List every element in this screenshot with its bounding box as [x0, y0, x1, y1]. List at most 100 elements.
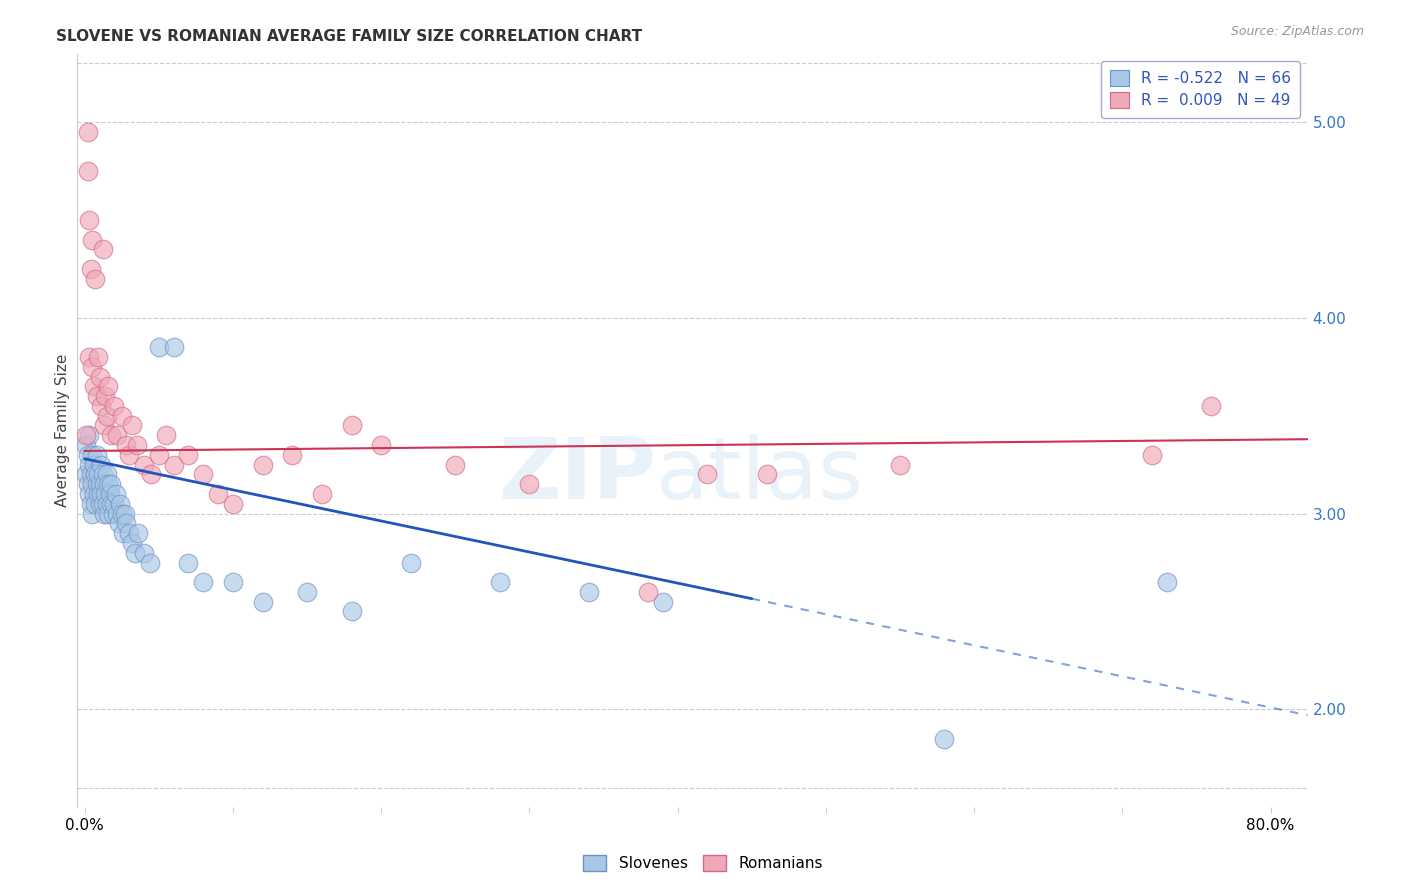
- Point: [934, 731, 956, 746]
- Text: ZIP: ZIP: [498, 434, 655, 517]
- Point: [1140, 448, 1163, 462]
- Point: [1156, 575, 1178, 590]
- Point: [148, 340, 170, 354]
- Point: [696, 467, 718, 482]
- Point: [177, 448, 200, 462]
- Point: [87, 467, 110, 482]
- Point: [76, 477, 98, 491]
- Point: [77, 213, 100, 227]
- Point: [578, 585, 600, 599]
- Point: [105, 507, 128, 521]
- Point: [96, 467, 118, 482]
- Point: [90, 487, 112, 501]
- Point: [101, 507, 124, 521]
- Point: [89, 497, 111, 511]
- Point: [82, 359, 104, 374]
- Point: [76, 164, 98, 178]
- Point: [97, 507, 120, 521]
- Point: [519, 477, 541, 491]
- Point: [252, 458, 274, 472]
- Point: [1199, 399, 1222, 413]
- Point: [97, 477, 120, 491]
- Point: [89, 369, 111, 384]
- Point: [148, 448, 170, 462]
- Legend: R = -0.522   N = 66, R =  0.009   N = 49: R = -0.522 N = 66, R = 0.009 N = 49: [1101, 62, 1301, 118]
- Point: [370, 438, 392, 452]
- Point: [125, 438, 148, 452]
- Point: [311, 487, 333, 501]
- Point: [84, 271, 107, 285]
- Point: [108, 516, 131, 531]
- Point: [193, 467, 215, 482]
- Point: [82, 507, 104, 521]
- Point: [75, 438, 97, 452]
- Point: [100, 477, 122, 491]
- Point: [114, 507, 136, 521]
- Point: [141, 467, 163, 482]
- Point: [155, 428, 177, 442]
- Point: [103, 399, 125, 413]
- Point: [77, 487, 100, 501]
- Y-axis label: Average Family Size: Average Family Size: [55, 354, 70, 507]
- Point: [111, 409, 134, 423]
- Point: [177, 556, 200, 570]
- Point: [281, 448, 304, 462]
- Point: [163, 340, 186, 354]
- Point: [105, 428, 128, 442]
- Point: [118, 448, 141, 462]
- Point: [75, 428, 97, 442]
- Point: [651, 595, 673, 609]
- Point: [83, 458, 105, 472]
- Point: [115, 438, 138, 452]
- Point: [444, 458, 467, 472]
- Point: [91, 497, 114, 511]
- Point: [98, 487, 121, 501]
- Point: [132, 546, 155, 560]
- Text: SLOVENE VS ROMANIAN AVERAGE FAMILY SIZE CORRELATION CHART: SLOVENE VS ROMANIAN AVERAGE FAMILY SIZE …: [56, 29, 643, 44]
- Point: [112, 526, 135, 541]
- Point: [84, 497, 107, 511]
- Point: [100, 497, 122, 511]
- Point: [82, 233, 104, 247]
- Point: [89, 477, 111, 491]
- Point: [77, 350, 100, 364]
- Point: [83, 379, 105, 393]
- Point: [86, 477, 108, 491]
- Point: [87, 350, 110, 364]
- Point: [340, 418, 363, 433]
- Point: [637, 585, 659, 599]
- Point: [96, 409, 118, 423]
- Point: [163, 458, 186, 472]
- Point: [340, 605, 363, 619]
- Point: [86, 389, 108, 403]
- Point: [94, 487, 117, 501]
- Point: [86, 448, 108, 462]
- Point: [100, 428, 122, 442]
- Point: [118, 526, 141, 541]
- Point: [76, 125, 98, 139]
- Point: [103, 497, 125, 511]
- Point: [222, 575, 245, 590]
- Point: [222, 497, 245, 511]
- Point: [82, 448, 104, 462]
- Point: [93, 507, 115, 521]
- Point: [83, 487, 105, 501]
- Point: [127, 526, 149, 541]
- Point: [889, 458, 911, 472]
- Point: [93, 418, 115, 433]
- Point: [76, 448, 98, 462]
- Point: [79, 261, 101, 276]
- Point: [79, 467, 101, 482]
- Text: atlas: atlas: [655, 434, 863, 517]
- Point: [79, 497, 101, 511]
- Point: [139, 556, 162, 570]
- Point: [87, 487, 110, 501]
- Legend: Slovenes, Romanians: Slovenes, Romanians: [578, 849, 828, 877]
- Point: [132, 458, 155, 472]
- Point: [207, 487, 229, 501]
- Point: [295, 585, 318, 599]
- Point: [121, 418, 143, 433]
- Point: [488, 575, 510, 590]
- Point: [91, 467, 114, 482]
- Point: [252, 595, 274, 609]
